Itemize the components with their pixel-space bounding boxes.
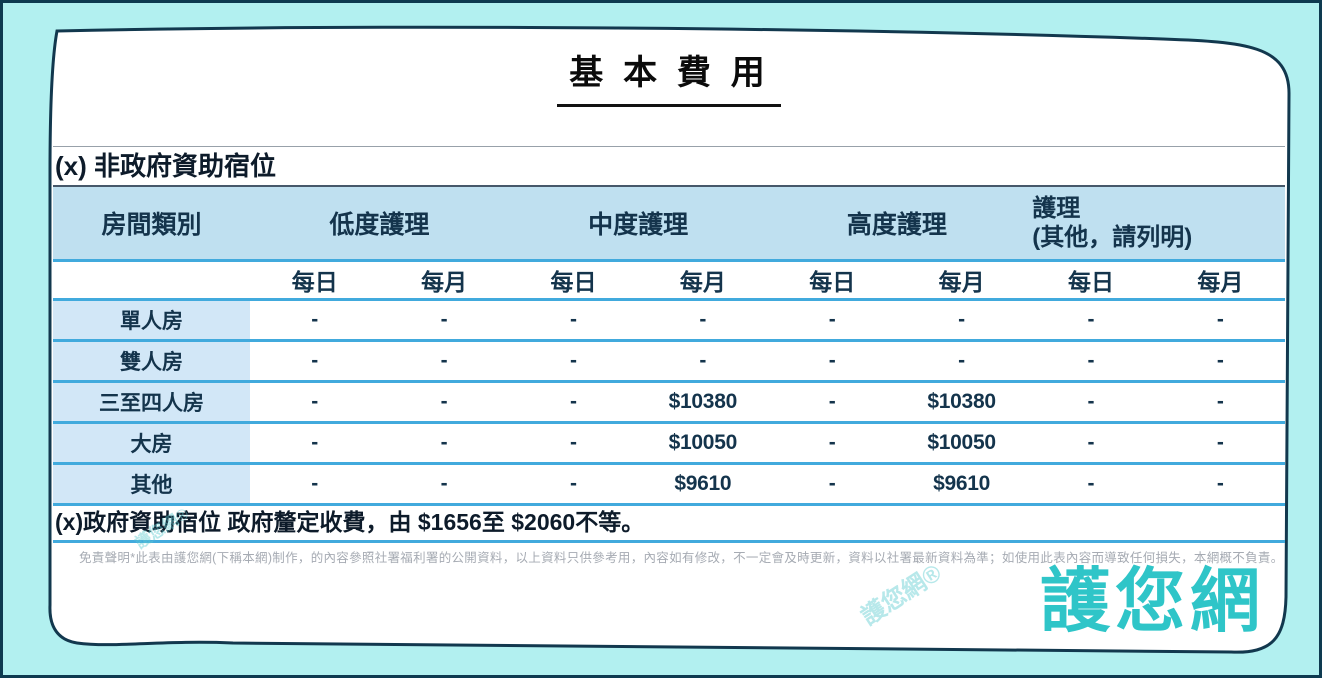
column-group-low-care: 低度護理	[329, 211, 430, 239]
fee-cell: -	[1087, 431, 1095, 454]
fee-cell: -	[569, 390, 577, 413]
subheader-daily: 每日	[1067, 269, 1114, 295]
row-label: 雙人房	[53, 342, 250, 380]
fee-cell: -	[1087, 308, 1095, 331]
fee-cell: -	[569, 308, 577, 331]
fee-cell: -	[828, 390, 836, 413]
fee-cell: -	[311, 349, 319, 372]
fee-cell: -	[311, 431, 319, 454]
subheader-daily: 每日	[550, 269, 597, 295]
logo: 護您網	[1040, 562, 1265, 640]
table-footnote: (x)政府資助宿位 政府釐定收費，由 $1656至 $2060不等。	[53, 506, 1285, 543]
table-subheader-row: 每日 每月 每日 每月 每日 每月 每日 每月	[53, 259, 1285, 301]
fee-cell: -	[440, 431, 448, 454]
disclaimer-text: 免責聲明*此表由護您網(下稱本網)制作，的內容參照社署福利署的公開資料，以上資料…	[79, 551, 1284, 565]
column-header-room-type: 房間類別	[101, 211, 202, 239]
column-group-other-care: 護理 (其他，請列明)	[1026, 187, 1285, 259]
sheet-content: 基 本 費 用 (x) 非政府資助宿位 房間類別 低度護理 中度護理 高度護理 …	[53, 29, 1285, 643]
subheader-monthly: 每月	[1197, 269, 1244, 295]
fee-cell: -	[1087, 472, 1095, 495]
fee-cell: -	[440, 349, 448, 372]
fee-cell: -	[311, 308, 319, 331]
fee-cell: -	[1087, 349, 1095, 372]
fee-cell: -	[311, 390, 319, 413]
fee-cell: -	[1216, 308, 1224, 331]
table-row: 大房 - - - $10050 - $10050 - -	[53, 424, 1285, 465]
fee-cell: $10380	[668, 390, 738, 413]
fee-cell: -	[1216, 349, 1224, 372]
title-row: 基 本 費 用	[53, 29, 1285, 147]
fee-cell: $10050	[668, 431, 738, 454]
other-care-line2: (其他，請列明)	[1032, 224, 1193, 251]
table-header-row: 房間類別 低度護理 中度護理 高度護理 護理 (其他，請列明)	[53, 187, 1285, 259]
row-label: 三至四人房	[53, 383, 250, 421]
fee-cell: -	[1087, 390, 1095, 413]
fee-cell: -	[569, 472, 577, 495]
fee-cell: -	[311, 472, 319, 495]
table-row: 單人房 - - - - - - - -	[53, 301, 1285, 342]
fee-cell: -	[440, 472, 448, 495]
fees-table: 房間類別 低度護理 中度護理 高度護理 護理 (其他，請列明) 每日 每月 每日…	[53, 187, 1285, 543]
page-title: 基 本 費 用	[557, 45, 781, 107]
fee-cell: -	[828, 472, 836, 495]
table-row: 其他 - - - $9610 - $9610 - -	[53, 465, 1285, 506]
fee-cell: $9610	[674, 472, 732, 495]
fee-cell: $9610	[933, 472, 991, 495]
table-row: 雙人房 - - - - - - - -	[53, 342, 1285, 383]
row-label: 其他	[53, 465, 250, 503]
fee-cell: $10050	[927, 431, 996, 454]
fee-cell: -	[828, 349, 836, 372]
row-label: 大房	[53, 424, 250, 462]
column-group-mid-care: 中度護理	[588, 211, 689, 239]
fee-cell: -	[699, 308, 707, 331]
fee-cell: -	[1216, 390, 1224, 413]
fee-cell: $10380	[927, 390, 996, 413]
fee-cell: -	[699, 349, 707, 372]
fee-cell: -	[569, 431, 577, 454]
table-row: 三至四人房 - - - $10380 - $10380 - -	[53, 383, 1285, 424]
fee-cell: -	[1216, 472, 1224, 495]
fee-cell: -	[1216, 431, 1224, 454]
row-label: 單人房	[53, 301, 250, 339]
fee-cell: -	[828, 431, 836, 454]
other-care-line1: 護理	[1032, 195, 1081, 222]
subheader-empty	[53, 262, 250, 298]
fee-cell: -	[569, 349, 577, 372]
column-group-high-care: 高度護理	[846, 211, 947, 239]
subheader-monthly: 每月	[421, 269, 468, 295]
fee-cell: -	[828, 308, 836, 331]
section-header: (x) 非政府資助宿位	[53, 147, 1285, 187]
subheader-daily: 每日	[291, 269, 338, 295]
fee-cell: -	[958, 308, 966, 331]
subheader-monthly: 每月	[938, 269, 985, 295]
fee-cell: -	[958, 349, 966, 372]
subheader-monthly: 每月	[679, 269, 726, 295]
fee-cell: -	[440, 390, 448, 413]
subheader-daily: 每日	[809, 269, 856, 295]
fee-cell: -	[440, 308, 448, 331]
